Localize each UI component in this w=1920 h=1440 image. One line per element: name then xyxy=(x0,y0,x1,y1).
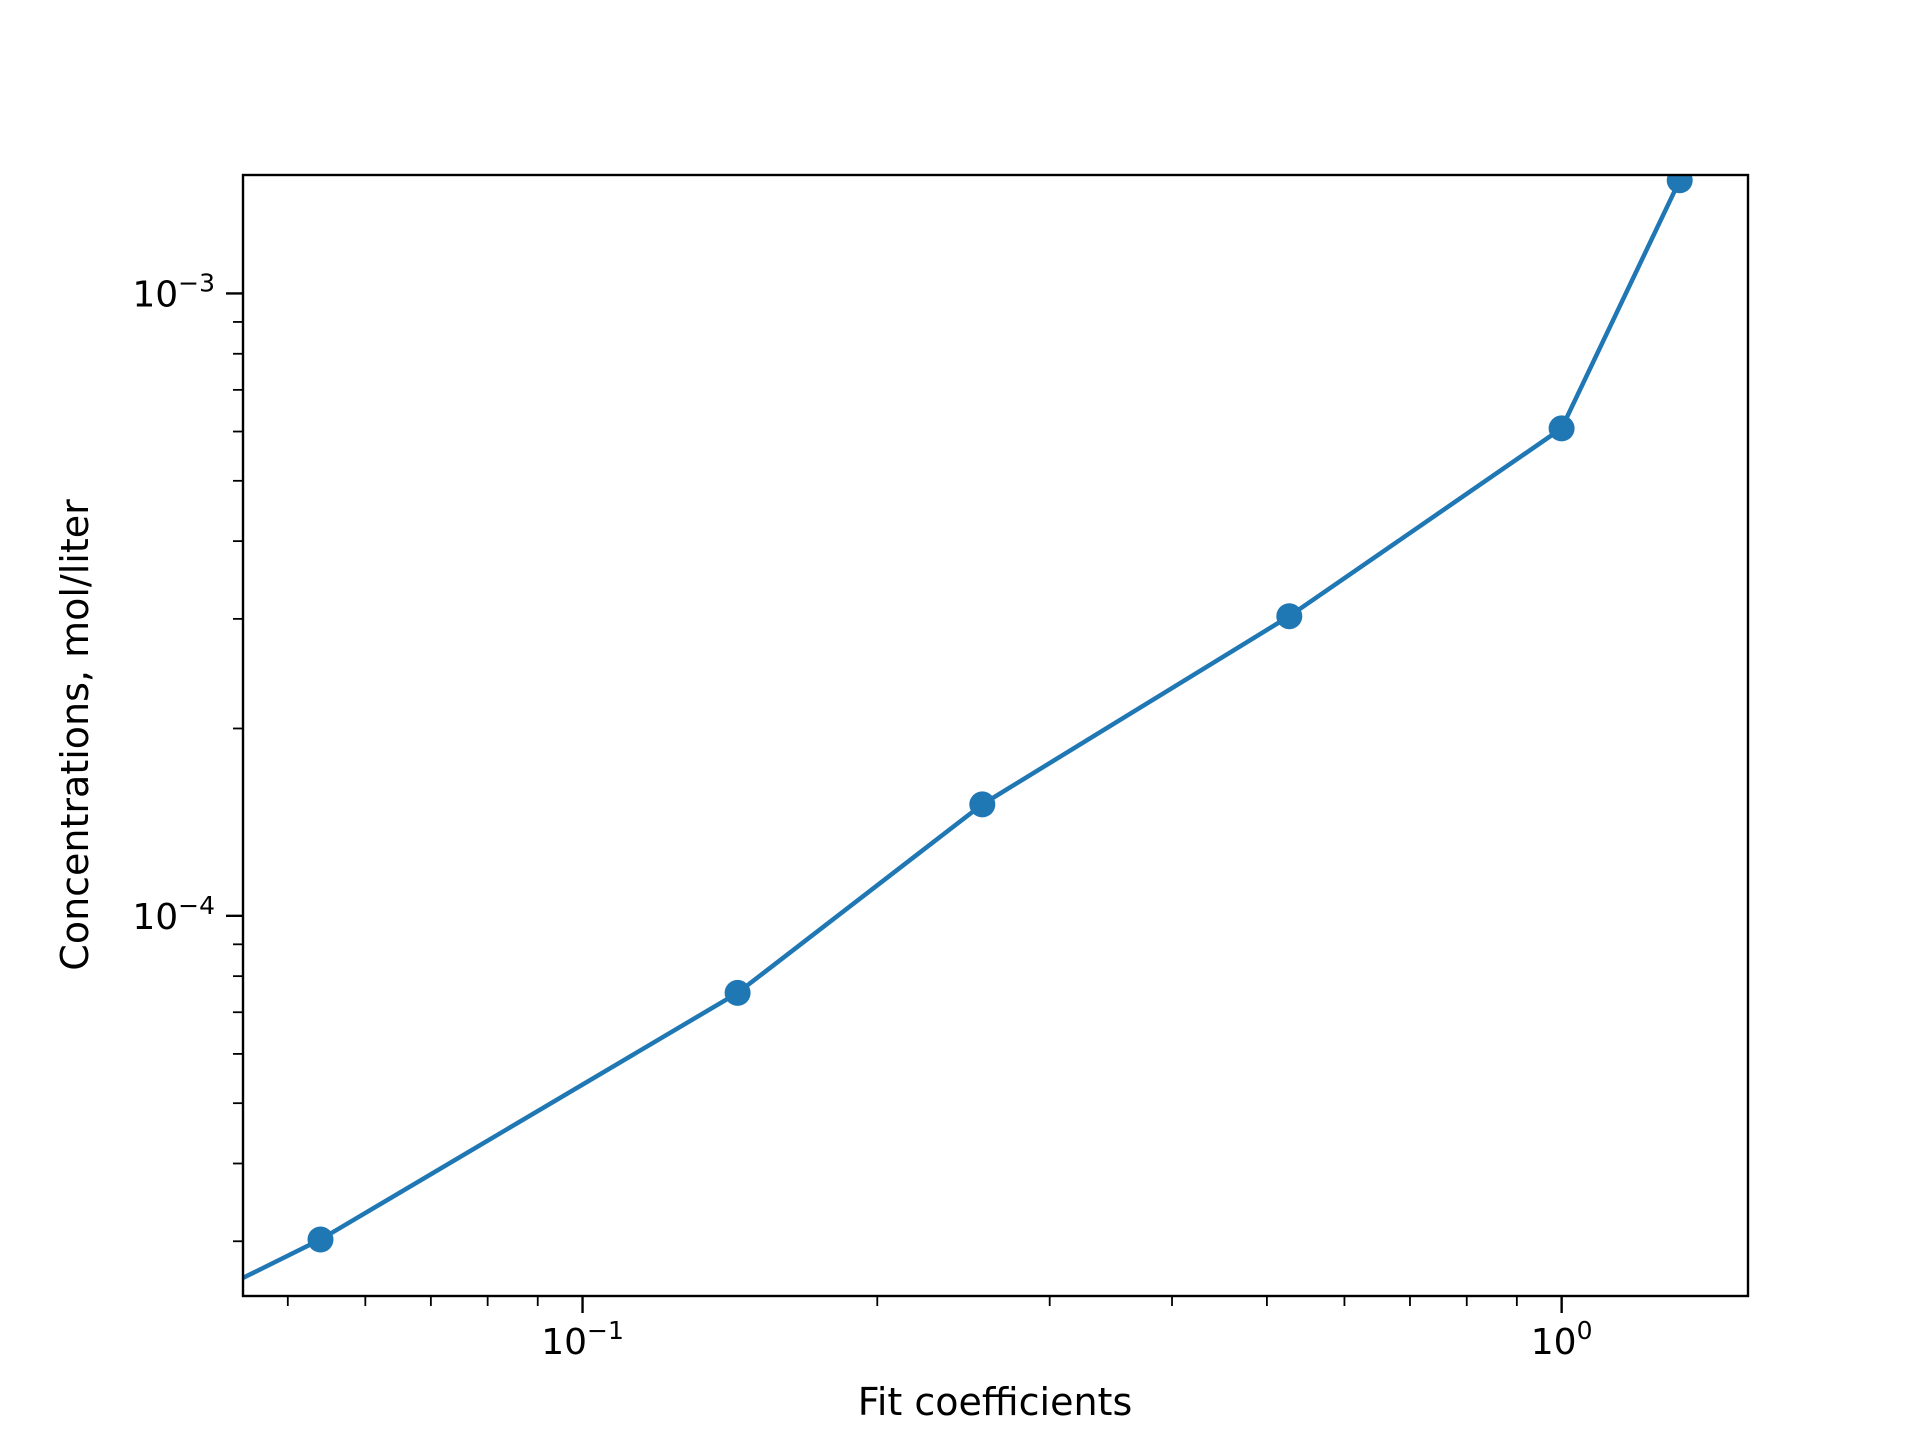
data-point xyxy=(1548,415,1575,442)
y-tick-label: 10−4 xyxy=(132,891,215,938)
x-tick-label: 10−1 xyxy=(541,1316,624,1363)
y-tick-label: 10−3 xyxy=(132,268,215,315)
data-point xyxy=(1666,175,1693,194)
y-axis: 10−4 10−3 xyxy=(132,268,243,1243)
data-point xyxy=(307,1226,334,1253)
y-axis-label: Concentrations, mol/liter xyxy=(53,499,97,971)
x-axis-label: Fit coefficients xyxy=(858,1380,1133,1424)
x-tick-label: 100 xyxy=(1531,1316,1593,1363)
series-layer xyxy=(243,175,1693,1280)
data-point xyxy=(1276,603,1303,630)
x-axis: 10−1 100 xyxy=(286,1296,1593,1363)
plot-frame xyxy=(241,173,1750,1298)
data-point xyxy=(969,791,996,818)
data-point xyxy=(724,979,751,1006)
